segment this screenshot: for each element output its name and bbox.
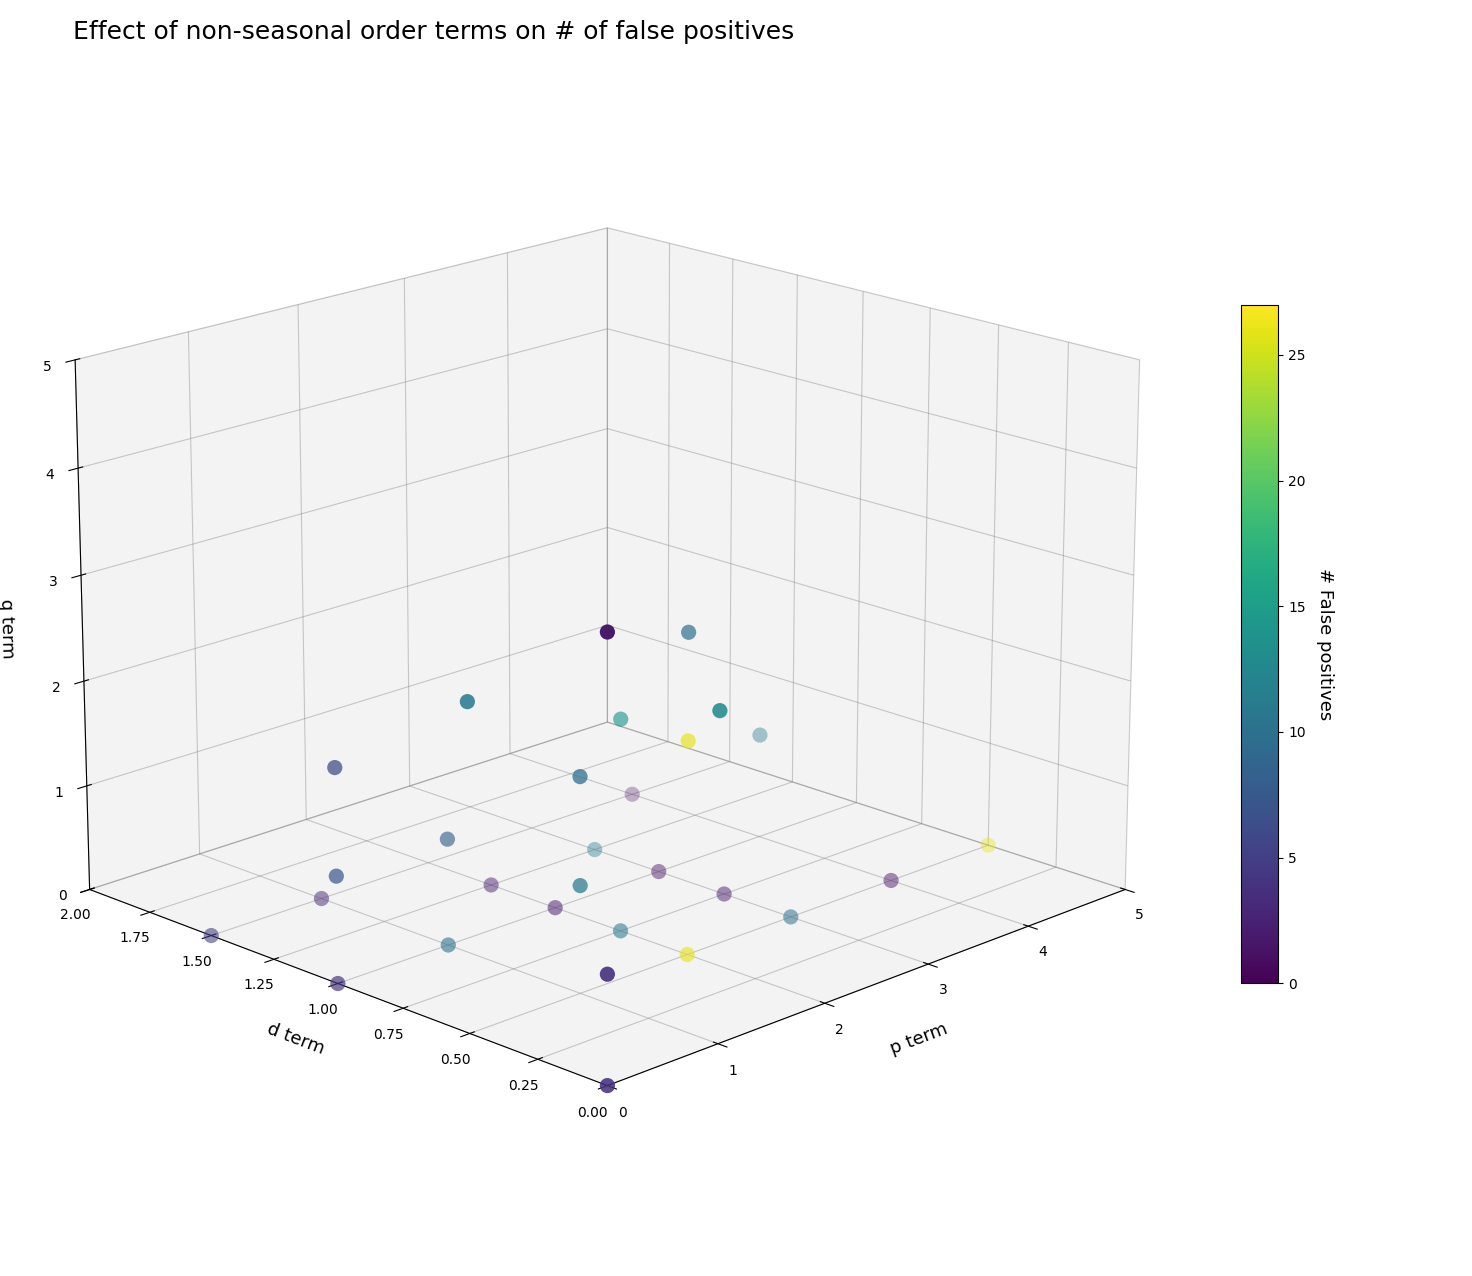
Y-axis label: # False positives: # False positives (1316, 568, 1334, 720)
X-axis label: p term: p term (888, 1021, 951, 1058)
Y-axis label: d term: d term (265, 1021, 327, 1058)
Text: Effect of non-seasonal order terms on # of false positives: Effect of non-seasonal order terms on # … (72, 20, 793, 45)
